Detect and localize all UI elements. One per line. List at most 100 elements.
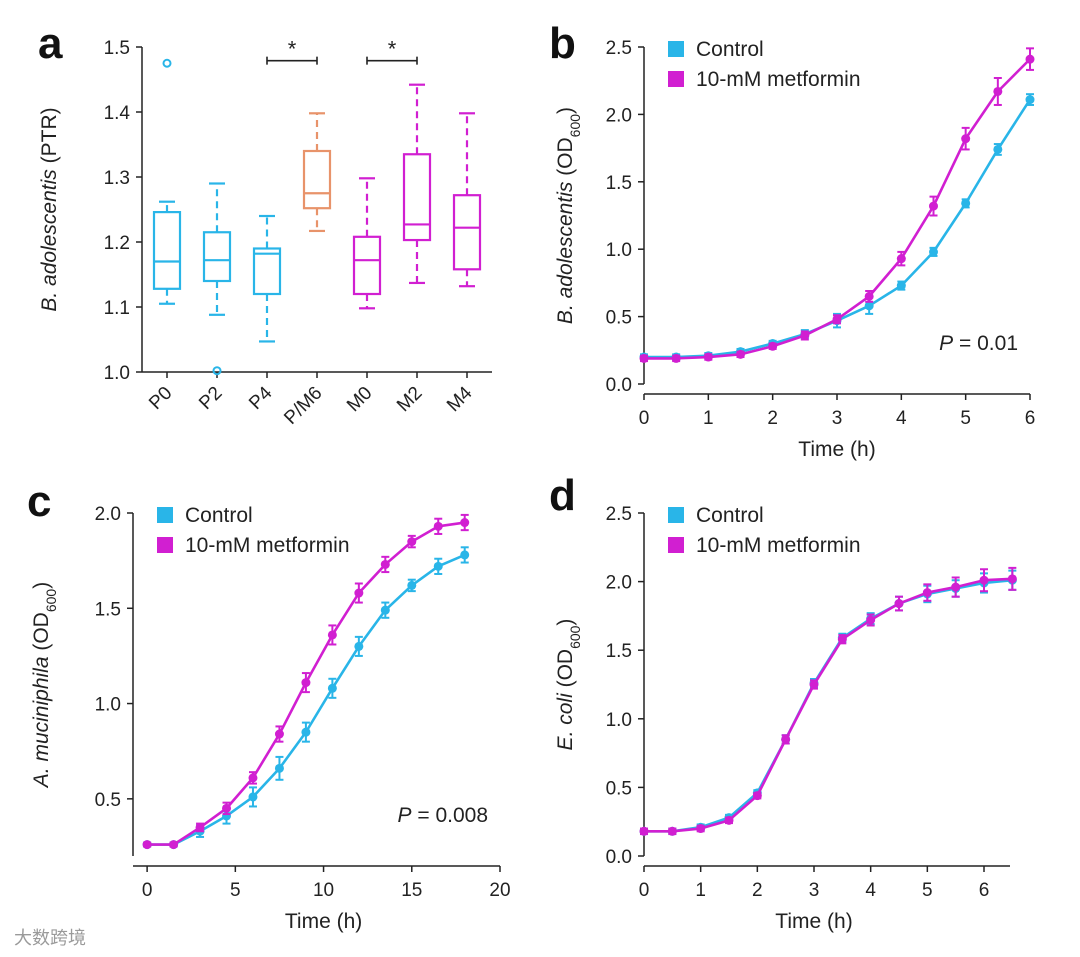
x-tick-label: 1 <box>695 880 706 901</box>
legend-swatch <box>157 537 173 553</box>
data-point <box>864 301 874 311</box>
x-tick-label: 0 <box>639 880 650 901</box>
data-point <box>800 330 810 340</box>
data-point <box>837 634 847 644</box>
x-tick-label: 0 <box>142 880 153 901</box>
data-point <box>1025 95 1035 105</box>
p-value-symbol: P <box>939 332 953 355</box>
y-axis-label-subscript: 600 <box>567 114 583 138</box>
x-tick-label: 3 <box>832 408 843 429</box>
box-iqr <box>152 211 182 290</box>
x-tick-label: 5 <box>960 408 971 429</box>
box-iqr <box>452 194 482 271</box>
data-point <box>354 641 364 651</box>
series-line <box>644 577 1013 833</box>
y-tick-label: 0.5 <box>606 778 632 799</box>
data-point <box>951 582 961 592</box>
legend: Control 10-mM metformin <box>668 504 861 557</box>
data-point <box>274 763 284 773</box>
data-point <box>248 773 258 783</box>
data-point <box>380 605 390 615</box>
y-axis-label-unit: (OD <box>554 137 577 181</box>
y-axis-label: B. adolescentis (PTR) <box>38 107 61 311</box>
data-point <box>896 281 906 291</box>
y-tick-label: 1.0 <box>104 363 130 384</box>
x-tick-label: 3 <box>809 880 820 901</box>
data-point <box>380 559 390 569</box>
y-tick-label: 2.0 <box>95 504 121 525</box>
box-M2 <box>402 83 432 285</box>
y-axis-label-species: B. adolescentis <box>554 181 577 324</box>
x-tick-label: 6 <box>979 880 990 901</box>
y-tick-label: 1.5 <box>95 599 121 620</box>
y-tick-label: 1.4 <box>104 103 131 124</box>
legend-label: Control <box>696 504 764 527</box>
series-metformin <box>639 47 1035 363</box>
data-point <box>1007 574 1017 584</box>
y-tick-label: 0.5 <box>606 308 632 329</box>
y-axis-label-subscript: 600 <box>567 625 583 649</box>
y-axis-label-species: B. adolescentis <box>38 169 61 312</box>
x-tick-label: 2 <box>767 408 778 429</box>
series-control <box>639 569 1017 836</box>
data-point <box>407 580 417 590</box>
x-tick-label: 6 <box>1025 408 1036 429</box>
legend-label: Control <box>696 38 764 61</box>
data-point <box>866 615 876 625</box>
panel-a: a B. adolescentis (PTR) 1.0 1.1 1.2 1.3 1.4 1.5… <box>38 19 492 429</box>
legend-swatch <box>668 71 684 87</box>
y-tick-label: 0.5 <box>95 790 121 811</box>
data-point <box>724 815 734 825</box>
y-tick-label: 0.0 <box>606 847 632 868</box>
x-axis-label: Time (h) <box>798 438 875 461</box>
legend-label: 10-mM metformin <box>185 534 350 557</box>
data-point <box>781 734 791 744</box>
y-tick-label: 1.5 <box>104 38 130 59</box>
box-P4 <box>252 214 282 343</box>
data-point <box>407 537 417 547</box>
significance-bracket: * <box>266 37 318 65</box>
data-point <box>460 550 470 560</box>
box-outlier <box>212 366 222 376</box>
x-tick-label: P2 <box>195 383 226 414</box>
box-P2 <box>202 182 232 376</box>
y-axis-label-species: E. coli <box>554 692 577 751</box>
y-axis-label-unit: (OD <box>554 649 577 693</box>
series-metformin <box>639 566 1017 836</box>
panel-letter: b <box>549 19 576 68</box>
significance-bracket: * <box>366 37 418 65</box>
box-iqr <box>402 153 432 242</box>
legend-swatch <box>668 537 684 553</box>
legend: Control 10-mM metformin <box>157 504 350 557</box>
data-point <box>809 680 819 689</box>
data-point <box>639 826 649 836</box>
data-point <box>671 353 681 363</box>
y-tick-label: 1.2 <box>104 233 130 254</box>
p-value: P = 0.01 <box>939 332 1018 355</box>
legend-label: Control <box>185 504 253 527</box>
y-axis-label-close: ) <box>554 107 577 114</box>
y-tick-label: 2.0 <box>606 573 632 594</box>
y-tick-label: 1.1 <box>104 298 130 319</box>
legend-label: 10-mM metformin <box>696 68 861 91</box>
panel-c: c A. muciniphila (OD600) 0.5 1.0 1.5 2.0 0 5 10 1… <box>27 477 511 933</box>
data-point <box>222 803 232 813</box>
box-P/M6 <box>302 112 332 233</box>
data-point <box>1025 54 1035 64</box>
y-tick-label: 1.5 <box>606 641 632 662</box>
data-point <box>327 630 337 640</box>
box-M4 <box>452 112 482 288</box>
x-tick-label: 5 <box>922 880 933 901</box>
legend-swatch <box>668 41 684 57</box>
y-tick-label: 1.0 <box>606 710 632 731</box>
data-point <box>993 86 1003 96</box>
x-tick-label: 15 <box>401 880 422 901</box>
legend-label: 10-mM metformin <box>696 534 861 557</box>
p-value: P = 0.008 <box>398 804 489 827</box>
x-tick-label: P4 <box>245 382 277 414</box>
x-axis-label: Time (h) <box>775 910 852 933</box>
x-tick-label: 20 <box>489 880 510 901</box>
y-axis-label: A. muciniphila (OD600) <box>30 582 59 789</box>
data-point <box>433 521 443 531</box>
